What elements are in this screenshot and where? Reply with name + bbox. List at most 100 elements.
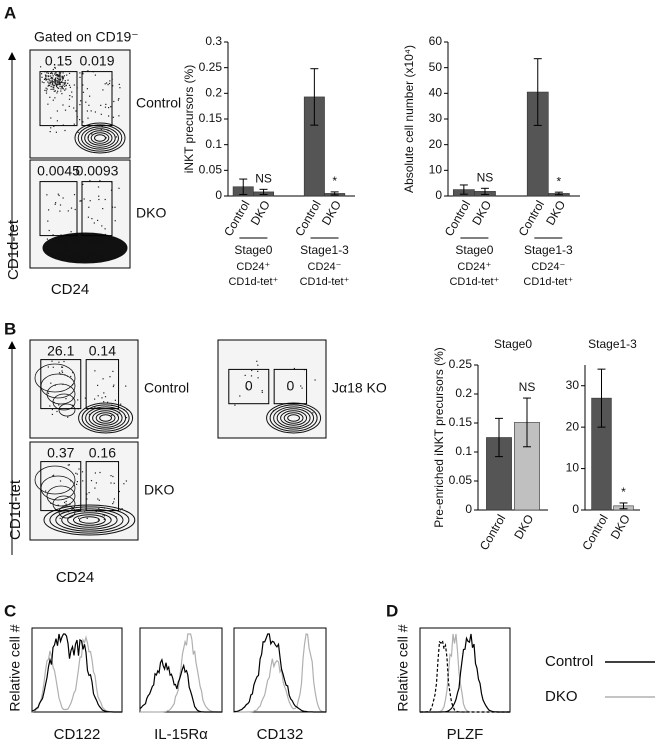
event-dot (103, 392, 105, 394)
event-dot (65, 398, 67, 400)
contour (56, 240, 98, 256)
event-dot (90, 480, 93, 482)
y-tick-label: 0 (572, 502, 579, 516)
event-dot (54, 80, 56, 82)
event-dot (103, 515, 106, 517)
event-dot (57, 504, 59, 506)
event-dot (257, 377, 259, 379)
event-dot (101, 397, 103, 399)
event-dot (41, 81, 43, 83)
event-dot (300, 385, 302, 387)
event-dot (251, 369, 253, 372)
contour (52, 495, 76, 513)
histogram-curve (420, 633, 510, 713)
flow-plot (29, 339, 139, 439)
event-dot (89, 95, 91, 97)
event-dot (64, 82, 67, 84)
event-dot (59, 82, 62, 84)
event-dot (46, 72, 48, 74)
group-label: Stage0 (234, 243, 272, 257)
event-dot (257, 364, 259, 366)
event-dot (62, 72, 64, 74)
event-dot (97, 498, 99, 500)
event-dot (79, 72, 81, 74)
event-dot (75, 472, 77, 474)
event-dot (261, 390, 263, 392)
contour (52, 238, 106, 258)
event-dot (47, 72, 49, 74)
event-dot (93, 222, 95, 224)
event-dot (56, 120, 58, 122)
event-dot (53, 125, 55, 127)
event-dot (82, 121, 84, 123)
event-dot (103, 518, 105, 520)
y-axis-label: Pre-enriched iNKT precursors (%) (432, 347, 446, 528)
event-dot (52, 99, 54, 101)
event-dot (62, 104, 64, 106)
event-dot (57, 193, 59, 195)
gate-frequency: 0.15 (45, 53, 72, 69)
x-tick-label: Control (221, 198, 252, 239)
event-dot (46, 88, 48, 90)
event-dot (86, 517, 88, 519)
event-dot (97, 186, 100, 188)
legend-label: DKO (545, 688, 578, 705)
y-axis-label: Relative cell # (395, 624, 411, 711)
event-dot (55, 74, 57, 76)
event-dot (65, 84, 67, 86)
event-dot (82, 480, 84, 482)
event-dot (57, 78, 59, 80)
event-dot (118, 490, 120, 493)
event-dot (94, 74, 96, 76)
event-dot (60, 88, 62, 90)
x-axis-label: CD132 (257, 726, 304, 743)
event-dot (59, 517, 61, 519)
event-dot (53, 90, 55, 92)
event-dot (50, 117, 52, 119)
y-tick-label: 0.15 (199, 111, 223, 125)
event-dot (115, 136, 117, 138)
event-dot (99, 471, 101, 474)
event-dot (66, 74, 68, 76)
event-dot (123, 483, 125, 485)
event-dot (49, 84, 51, 87)
event-dot (45, 87, 47, 89)
event-dot (69, 95, 71, 97)
event-dot (79, 119, 81, 121)
event-dot (113, 384, 115, 386)
group-label: Stage1-3 (300, 243, 349, 257)
event-dot (54, 203, 56, 205)
event-dot (101, 125, 103, 127)
event-dot (77, 131, 79, 133)
error-bar (533, 58, 542, 126)
event-dot (109, 376, 111, 378)
event-dot (57, 84, 59, 86)
contour (276, 408, 311, 428)
event-dot (41, 73, 43, 75)
event-dot (58, 75, 60, 77)
event-dot (45, 77, 47, 79)
event-dot (82, 72, 84, 74)
event-dot (83, 198, 85, 200)
contour (58, 505, 76, 519)
significance: * (332, 174, 337, 188)
gate-frequency: 0.0093 (76, 163, 119, 179)
event-dot (51, 83, 54, 85)
event-dot (56, 92, 58, 94)
event-dot (58, 72, 61, 74)
event-dot (69, 504, 71, 506)
event-dot (67, 416, 69, 418)
event-dot (61, 77, 64, 79)
event-dot (56, 85, 58, 88)
event-dot (293, 367, 295, 370)
event-dot (80, 100, 82, 102)
event-dot (62, 88, 64, 90)
event-dot (44, 74, 47, 76)
group-sublabel: CD24⁺ (457, 261, 491, 273)
event-dot (51, 408, 53, 411)
flow-plot (217, 339, 327, 439)
y-tick-label: 0.15 (449, 415, 473, 429)
histogram-curve (140, 633, 222, 713)
event-dot (59, 74, 61, 76)
contour (81, 126, 119, 150)
